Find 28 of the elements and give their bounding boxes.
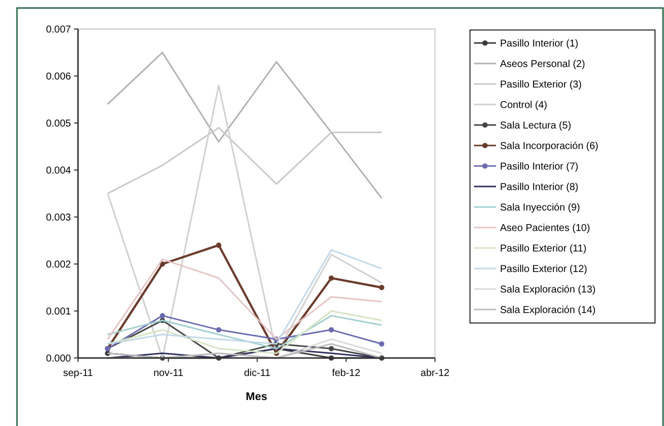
- legend-label: Sala Exploración (14): [500, 305, 596, 316]
- y-tick-label: 0.004: [46, 166, 72, 176]
- x-tick-label: nov-11: [153, 368, 184, 379]
- legend-label: Aseos Personal (2): [500, 59, 586, 70]
- legend-label: Sala Inyección (9): [500, 202, 580, 214]
- y-tick-label: 0.005: [46, 118, 72, 130]
- y-tick-label: 0.000: [46, 354, 72, 364]
- legend-label: Pasillo Exterior (11): [500, 244, 587, 254]
- y-tick-label: 0.001: [46, 306, 72, 318]
- x-axis-title: Mes: [246, 391, 268, 403]
- legend-label: Sala Exploración (13): [500, 284, 596, 296]
- legend-label: Sala Incorporación (6): [500, 141, 598, 152]
- x-tick-label: abr-12: [420, 368, 450, 379]
- y-tick-label: 0.007: [46, 24, 72, 36]
- y-tick-label: 0.002: [46, 260, 72, 270]
- legend-label: Sala Lectura (5): [500, 120, 572, 132]
- y-tick-label: 0.006: [46, 72, 72, 82]
- y-tick-label: 0.003: [46, 212, 72, 224]
- legend-label: Pasillo Interior (1): [500, 38, 578, 50]
- legend-label: Pasillo Interior (8): [500, 182, 578, 193]
- legend-label: Control (4): [500, 100, 548, 111]
- legend-label: Pasillo Interior (7): [500, 162, 578, 172]
- legend-label: Pasillo Exterior (3): [500, 80, 582, 90]
- x-tick-label: dic-11: [244, 368, 271, 379]
- legend-label: Pasillo Exterior (12): [500, 264, 588, 275]
- legend-label: Aseo Pacientes (10): [500, 223, 590, 234]
- x-tick-label: sep-11: [63, 368, 94, 379]
- x-tick-label: feb-12: [332, 368, 361, 379]
